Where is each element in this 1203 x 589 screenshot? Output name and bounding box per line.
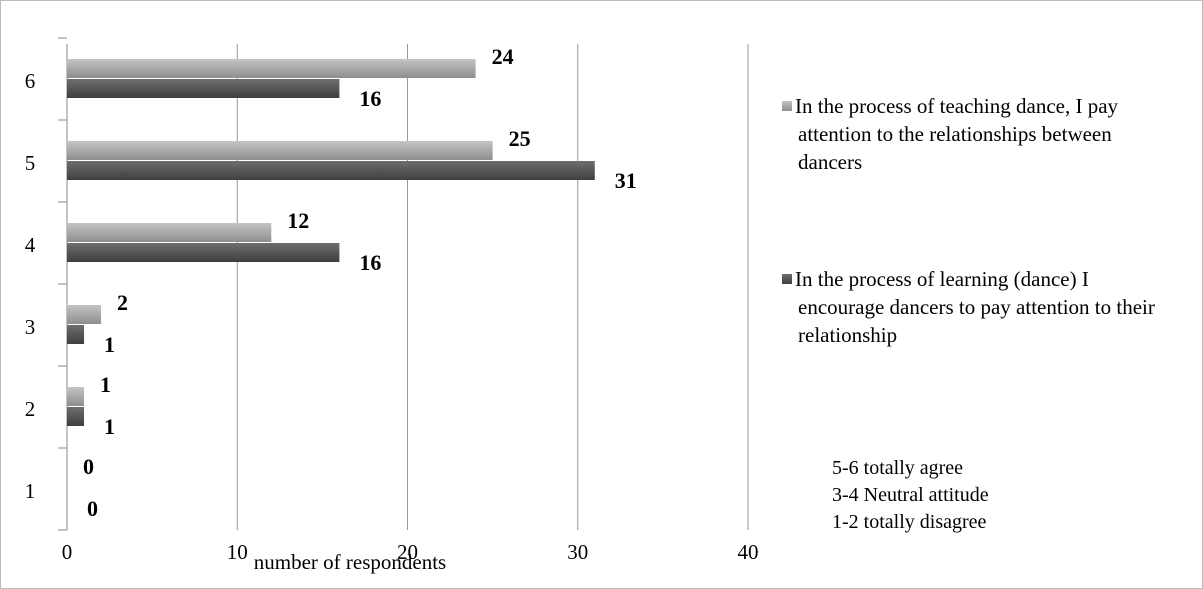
y-tick-label: 6 bbox=[25, 69, 36, 93]
annotation: 3-4 Neutral attitude bbox=[832, 484, 989, 506]
legend-item: In the process of learning (dance) I enc… bbox=[782, 265, 1158, 349]
value-label: 25 bbox=[509, 126, 531, 151]
y-tick-label: 3 bbox=[25, 315, 36, 339]
value-label: 12 bbox=[287, 208, 309, 233]
annotation: 5-6 totally agree bbox=[832, 457, 964, 479]
legend-label: In the process of learning (dance) I enc… bbox=[795, 267, 1155, 347]
bar bbox=[67, 387, 85, 406]
value-label: 0 bbox=[87, 496, 98, 521]
legend-swatch bbox=[782, 274, 792, 284]
bar bbox=[67, 305, 102, 324]
bar bbox=[67, 161, 595, 180]
bar bbox=[67, 59, 476, 78]
bar bbox=[67, 407, 85, 426]
bar bbox=[67, 79, 340, 98]
value-label: 24 bbox=[492, 44, 514, 69]
bar bbox=[67, 325, 85, 344]
x-tick-label: 40 bbox=[738, 540, 759, 564]
legend-swatch bbox=[782, 101, 792, 111]
x-tick-label: 10 bbox=[227, 540, 248, 564]
y-tick-label: 4 bbox=[25, 233, 36, 257]
x-tick-label: 0 bbox=[62, 540, 73, 564]
x-tick-label: 30 bbox=[567, 540, 588, 564]
value-label: 1 bbox=[104, 414, 115, 439]
value-label: 16 bbox=[359, 86, 381, 111]
legend-label: In the process of teaching dance, I pay … bbox=[795, 94, 1119, 174]
y-tick-label: 1 bbox=[25, 479, 36, 503]
x-axis-label: number of respondents bbox=[254, 550, 446, 574]
annotation: 1-2 totally disagree bbox=[832, 511, 987, 533]
value-label: 0 bbox=[83, 454, 94, 479]
bar bbox=[67, 141, 493, 160]
x-tick-label: 20 bbox=[397, 540, 418, 564]
value-label: 1 bbox=[104, 332, 115, 357]
legend-item: In the process of teaching dance, I pay … bbox=[782, 92, 1158, 176]
value-label: 2 bbox=[117, 290, 128, 315]
bar bbox=[67, 243, 340, 262]
y-tick-label: 2 bbox=[25, 397, 36, 421]
bar bbox=[67, 223, 272, 242]
value-label: 1 bbox=[100, 372, 111, 397]
y-tick-label: 5 bbox=[25, 151, 36, 175]
value-label: 16 bbox=[359, 250, 381, 275]
value-label: 31 bbox=[615, 168, 637, 193]
